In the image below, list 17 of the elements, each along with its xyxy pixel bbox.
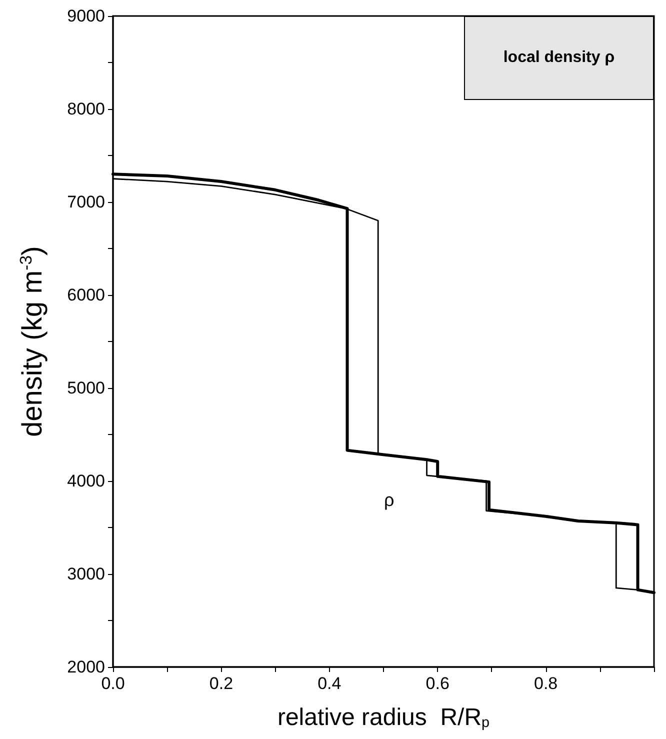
y-tick-label: 6000 xyxy=(67,286,105,304)
x-tick-label: 0.4 xyxy=(318,674,342,693)
y-tick-label: 3000 xyxy=(67,564,105,584)
x-tick-label: 0.6 xyxy=(426,674,450,693)
x-tick-label: 0.2 xyxy=(209,674,234,693)
y-tick-label: 4000 xyxy=(67,472,105,490)
x-tick-label: 0.0 xyxy=(101,674,125,693)
y-tick-label: 9000 xyxy=(67,6,105,26)
y-tick-label: 7000 xyxy=(67,192,105,212)
x-axis-title: relative radius R/Rp xyxy=(277,704,490,731)
x-tick-label: 0.8 xyxy=(534,674,558,693)
y-axis-title: density (kg m-3) xyxy=(16,246,48,437)
y-tick-label: 8000 xyxy=(67,100,105,118)
y-tick-label: 2000 xyxy=(67,658,105,676)
annotation: ρ xyxy=(384,490,394,510)
y-tick-label: 5000 xyxy=(67,378,105,398)
title-box: local density ρ xyxy=(464,16,654,100)
